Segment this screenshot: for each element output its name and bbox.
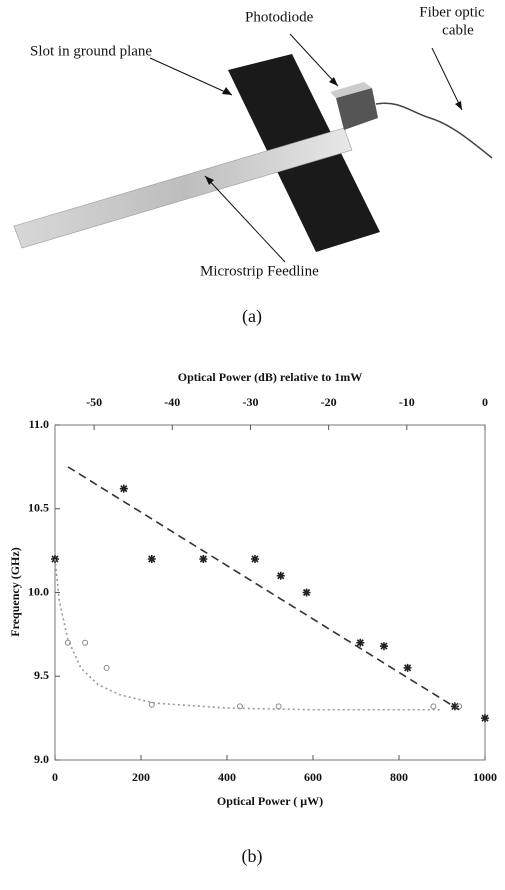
circle-point xyxy=(430,703,437,710)
x-tick-label: 0 xyxy=(52,770,58,784)
circle-point xyxy=(275,703,282,710)
circle-point xyxy=(103,664,110,671)
label: Slot in ground plane xyxy=(30,43,152,59)
y-tick-label: 10.5 xyxy=(28,501,49,515)
circle-point xyxy=(82,639,89,646)
label: Photodiode xyxy=(245,9,314,25)
caption: (a) xyxy=(242,306,262,327)
arrow-head xyxy=(205,176,214,185)
y-tick-label: 9.5 xyxy=(34,668,49,682)
circle-point xyxy=(148,701,155,708)
arrow xyxy=(149,57,233,96)
x-tick-label: 400 xyxy=(218,770,236,784)
label: Fiber optic xyxy=(419,4,485,20)
arrow-head xyxy=(455,101,462,110)
chart-title: Optical Power (dB) relative to 1mW xyxy=(178,370,363,384)
star-point xyxy=(379,642,388,651)
x2-tick-label: -40 xyxy=(164,395,180,409)
x2-tick-label: -20 xyxy=(321,395,337,409)
arrow xyxy=(204,175,286,263)
y-tick-label: 11.0 xyxy=(29,417,49,431)
y-axis-label: Frequency (GHz) xyxy=(8,547,22,636)
label: Microstrip Feedline xyxy=(200,263,319,279)
photodiode-box xyxy=(336,88,378,130)
arrow-head xyxy=(222,87,232,95)
y-tick-label: 10.0 xyxy=(28,584,49,598)
fit-line xyxy=(67,466,460,711)
label: cable xyxy=(442,22,474,38)
photodiode-top xyxy=(330,82,372,98)
fit-line xyxy=(54,558,442,711)
star-point xyxy=(119,484,128,493)
x2-tick-label: 0 xyxy=(482,395,488,409)
star-point xyxy=(356,638,365,647)
x2-tick-label: -30 xyxy=(242,395,258,409)
feedline xyxy=(13,127,353,249)
star-point xyxy=(302,588,311,597)
x2-tick-label: -10 xyxy=(399,395,415,409)
star-point xyxy=(481,714,489,723)
circle-point xyxy=(64,639,71,646)
x-axis-label: Optical Power ( μW) xyxy=(217,794,323,808)
x-tick-label: 200 xyxy=(132,770,150,784)
star-point xyxy=(199,555,208,563)
x-tick-label: 1000 xyxy=(473,770,497,784)
x-tick-label: 600 xyxy=(304,770,322,784)
arrow-head xyxy=(329,77,338,86)
circle-point xyxy=(236,703,243,710)
arrow xyxy=(289,33,339,87)
fiber xyxy=(375,102,493,159)
caption: (b) xyxy=(242,846,263,867)
x2-tick-label: -50 xyxy=(86,395,102,409)
arrow xyxy=(431,47,463,111)
x-tick-label: 800 xyxy=(390,770,408,784)
diagram: Photodiode Fiber optic cable Slot in gro… xyxy=(13,4,493,327)
y-tick-label: 9.0 xyxy=(34,752,49,766)
star-point xyxy=(147,555,156,563)
star-point xyxy=(403,663,412,672)
star-point xyxy=(250,555,259,563)
star-point xyxy=(276,571,285,580)
